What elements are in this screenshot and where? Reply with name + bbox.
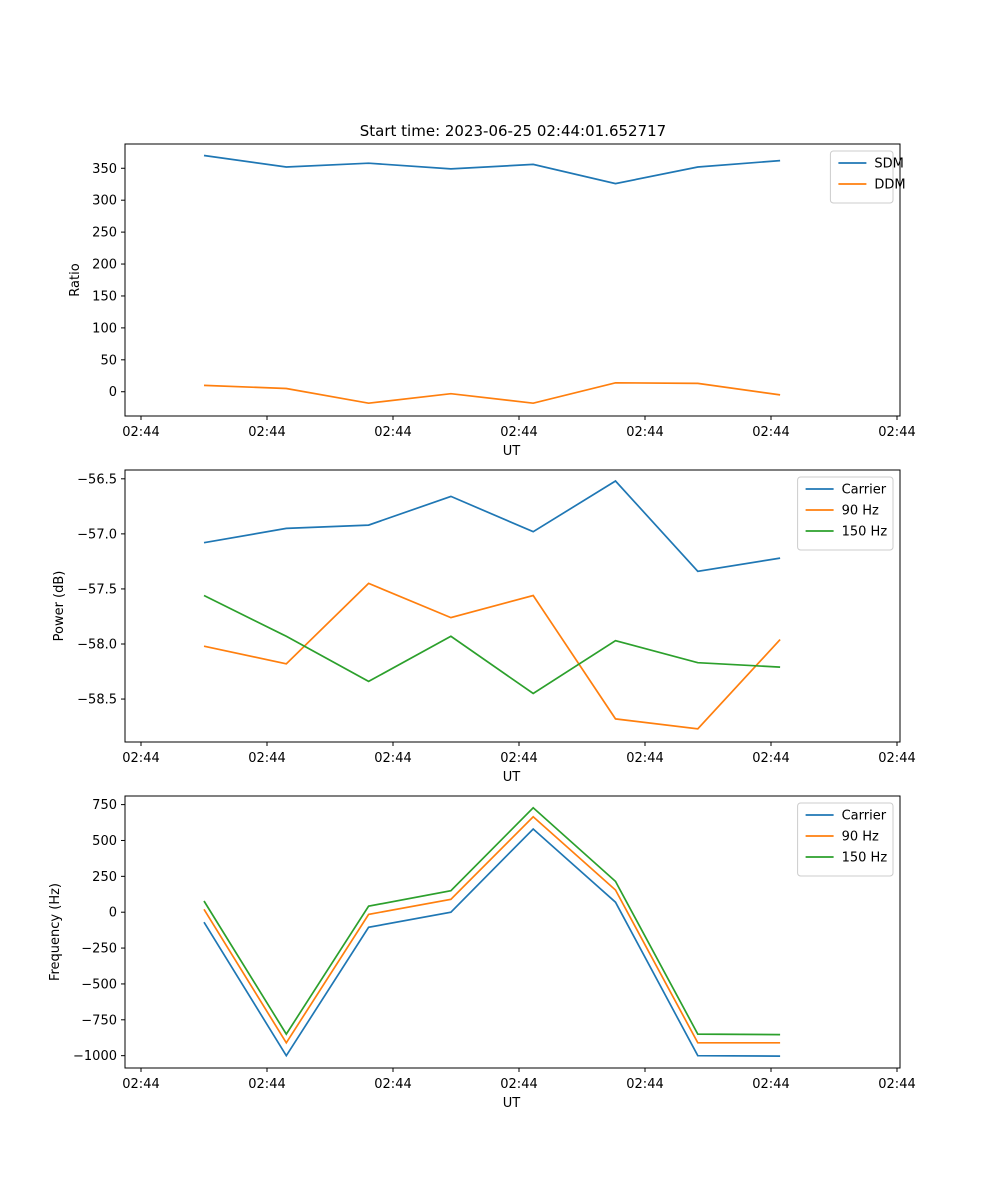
x-tick-label: 02:44 [500,425,537,440]
series-line-sdm [203,154,781,185]
chart-panel-1: 0 50 100 150 200 250 300 350 02:44 02:44 02:44 02:4… [68,143,916,459]
x-tick-label: 02:44 [122,751,159,766]
legend-box [829,150,894,204]
y-tick-label: 200 [92,258,117,273]
y-tick-label: −1000 [73,1049,117,1064]
series-line-150-hz [203,594,781,695]
plot-frame [124,469,901,743]
x-tick-label: 02:44 [626,1077,663,1092]
series-line-carrier [203,827,781,1058]
x-tick-label: 02:44 [122,425,159,440]
y-tick-label: −58.5 [77,693,117,708]
series-line-90-hz [203,582,781,730]
y-axis-label: Power (dB) [52,571,67,642]
y-tick-label: −57.0 [77,527,117,542]
legend-label: 150 Hz [842,525,888,540]
x-tick-label: 02:44 [878,1077,915,1092]
x-tick-label: 02:44 [752,425,789,440]
y-tick-label: 0 [109,385,117,400]
series-line-carrier [203,479,781,573]
x-tick-label: 02:44 [248,425,285,440]
x-tick-label: 02:44 [752,1077,789,1092]
x-tick-label: 02:44 [248,1077,285,1092]
y-tick-label: −250 [81,942,117,957]
x-tick-label: 02:44 [248,751,285,766]
y-tick-label: 150 [92,289,117,304]
legend-label: Carrier [842,809,887,824]
x-axis-label: UT [503,770,521,785]
y-tick-label: 250 [92,226,117,241]
y-tick-label: 50 [100,353,117,368]
chart-panel-2: −58.5 −58.0 −57.5 −57.0 −56.5 02:44 02:44 02:44… [52,469,916,785]
x-axis-label: UT [503,1096,521,1111]
y-tick-label: −750 [81,1013,117,1028]
x-tick-label: 02:44 [500,751,537,766]
legend-label: 90 Hz [842,504,879,519]
charts-container: 0 50 100 150 200 250 300 350 02:44 02:44 02:44 02:4… [48,143,916,1111]
y-tick-label: −500 [81,977,117,992]
x-tick-label: 02:44 [626,425,663,440]
x-tick-label: 02:44 [122,1077,159,1092]
y-tick-label: 750 [92,798,117,813]
y-tick-label: −56.5 [77,472,117,487]
figure-title: Start time: 2023-06-25 02:44:01.652717 [360,122,666,140]
y-axis-label: Ratio [68,263,83,296]
series-line-90-hz [203,815,781,1045]
plot-frame [124,795,901,1069]
x-tick-label: 02:44 [374,751,411,766]
x-tick-label: 02:44 [752,751,789,766]
y-tick-label: 300 [92,194,117,209]
x-axis-label: UT [503,444,521,459]
y-tick-label: 0 [109,906,117,921]
y-tick-label: 350 [92,162,117,177]
plot-frame [124,143,901,417]
x-tick-label: 02:44 [374,1077,411,1092]
legend-label: DDM [874,178,905,193]
y-tick-label: 250 [92,870,117,885]
x-tick-label: 02:44 [878,425,915,440]
legend-label: 90 Hz [842,830,879,845]
x-tick-label: 02:44 [626,751,663,766]
y-tick-label: 100 [92,321,117,336]
legend-label: SDM [874,157,903,172]
legend: Carrier 90 Hz 150 Hz [797,802,894,877]
series-line-150-hz [203,806,781,1036]
x-tick-label: 02:44 [878,751,915,766]
x-tick-label: 02:44 [500,1077,537,1092]
series-line-ddm [203,381,781,405]
x-tick-label: 02:44 [374,425,411,440]
legend-label: 150 Hz [842,851,888,866]
y-tick-label: −58.0 [77,637,117,652]
legend: Carrier 90 Hz 150 Hz [797,476,894,551]
y-tick-label: −57.5 [77,582,117,597]
y-tick-label: 500 [92,834,117,849]
chart-panel-3: −1000 −750 −500 −250 0 250 500 750 02:44 02:44 02:… [48,795,916,1111]
legend: SDM DDM [829,150,906,204]
y-axis-label: Frequency (Hz) [48,883,63,981]
legend-label: Carrier [842,483,887,498]
